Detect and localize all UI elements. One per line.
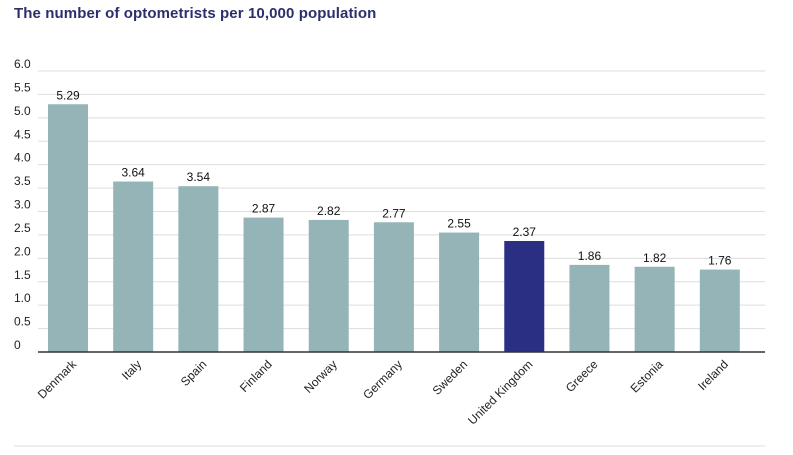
x-tick-label: Norway <box>301 357 340 396</box>
bar-value-label: 2.77 <box>382 206 406 220</box>
x-tick-label: Finland <box>237 357 275 395</box>
x-axis-categories: Denmark Italy Spain Finland Norway Germany Swe… <box>35 357 731 428</box>
bar-value-label: 5.29 <box>56 88 80 102</box>
bar-value-label: 1.76 <box>708 254 732 268</box>
y-tick-label: 5.0 <box>14 104 31 118</box>
bar-germany <box>373 222 414 352</box>
x-tick-label: Denmark <box>35 357 80 402</box>
y-tick-label: 3.0 <box>14 198 31 212</box>
bar-value-label: 2.37 <box>513 225 537 239</box>
bar-value-label: 2.55 <box>447 217 471 231</box>
y-tick-label: 6.0 <box>14 57 31 71</box>
bar-value-label: 3.64 <box>122 166 146 180</box>
bar-value-labels: 5.29 3.64 3.54 2.87 2.82 2.77 2.55 2.37 1.86 1.82… <box>56 88 731 267</box>
bar-value-label: 1.82 <box>643 251 667 265</box>
x-tick-label: Sweden <box>430 357 471 398</box>
y-tick-label: 1.0 <box>14 291 31 305</box>
x-tick-label: United Kingdom <box>465 357 535 427</box>
bar-estonia <box>634 266 675 352</box>
x-tick-label: Greece <box>563 357 601 395</box>
bar-value-label: 3.54 <box>187 170 211 184</box>
y-tick-label: 1.5 <box>14 268 31 282</box>
y-tick-label: 2.0 <box>14 244 31 258</box>
y-tick-label: 0 <box>14 338 21 352</box>
bars <box>48 104 740 352</box>
chart-title: The number of optometrists per 10,000 po… <box>14 5 377 22</box>
y-tick-label: 2.5 <box>14 221 31 235</box>
bar-value-label: 1.86 <box>578 249 602 263</box>
x-tick-label: Germany <box>360 357 405 402</box>
x-tick-label: Estonia <box>628 357 666 395</box>
bar-greece <box>569 264 610 352</box>
bar-value-label: 2.82 <box>317 204 341 218</box>
bar-ireland <box>699 269 740 352</box>
y-tick-label: 5.5 <box>14 80 31 94</box>
bar-united-kingdom <box>504 241 545 352</box>
y-tick-label: 3.5 <box>14 174 31 188</box>
bar-denmark <box>48 104 88 352</box>
bar-norway <box>308 219 349 352</box>
x-tick-label: Italy <box>119 357 144 382</box>
bar-italy <box>113 181 154 352</box>
bar-spain <box>178 186 219 352</box>
bar-value-label: 2.87 <box>252 202 276 216</box>
y-tick-label: 4.0 <box>14 151 31 165</box>
x-tick-label: Ireland <box>695 357 731 393</box>
x-tick-label: Spain <box>178 357 210 389</box>
bar-finland <box>243 217 284 352</box>
bar-sweden <box>439 232 480 352</box>
y-axis-ticks: 0 0.5 1.0 1.5 2.0 2.5 3.0 3.5 4.0 4.5 5.0 5.5 6.0 <box>14 57 31 352</box>
y-tick-label: 0.5 <box>14 315 31 329</box>
y-tick-label: 4.5 <box>14 127 31 141</box>
